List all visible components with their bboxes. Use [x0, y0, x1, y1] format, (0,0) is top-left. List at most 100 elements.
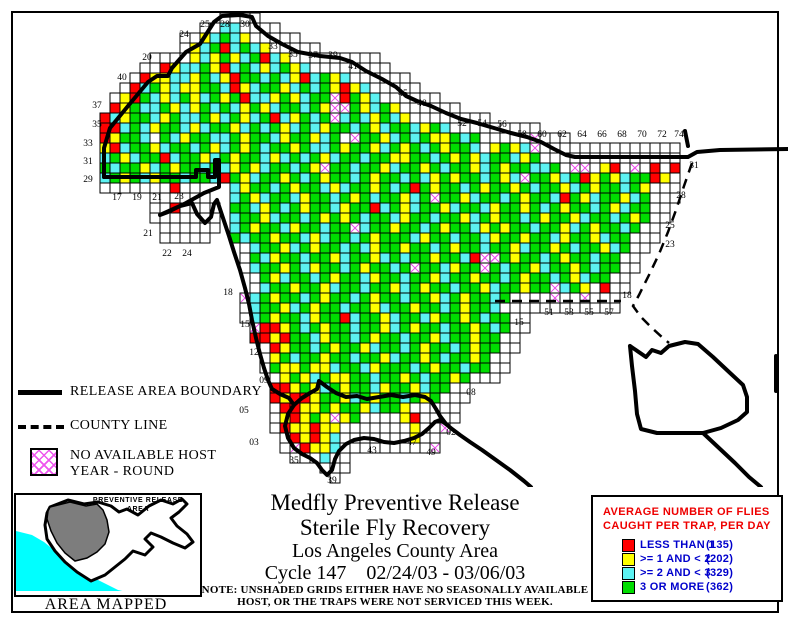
- key-row-nohost: NO AVAILABLE HOST YEAR - ROUND: [14, 448, 264, 482]
- grid-coordinate-label: 43: [367, 446, 377, 456]
- grid-cell: [519, 322, 531, 334]
- key-label: COUNTY LINE: [70, 418, 168, 433]
- grid-coordinate-label: 08: [466, 388, 476, 398]
- grid-cell: [629, 262, 641, 274]
- legend-item-label: >= 2 AND < 3: [640, 567, 711, 579]
- hatch-line: [520, 173, 530, 183]
- grid-coordinate-label: 23: [665, 240, 675, 250]
- grid-coordinate-label: 12: [249, 348, 259, 358]
- grid-coordinate-label: 56: [497, 120, 507, 130]
- grid-coordinate-label: 15: [514, 318, 524, 328]
- hatch-line: [340, 103, 350, 113]
- inset-label-line2: AREA: [126, 506, 150, 513]
- legend-title-line1: AVERAGE NUMBER OF FLIES: [603, 506, 770, 518]
- hatch-line: [480, 253, 490, 263]
- grid-coordinate-label: 05: [239, 406, 249, 416]
- crosshatch-swatch: [30, 448, 58, 476]
- grid-coordinate-label: 18: [622, 291, 632, 301]
- grid-coordinate-label: 74: [674, 130, 684, 140]
- map-title-line1: Medfly Preventive Release: [270, 490, 520, 515]
- inset-caption: AREA MAPPED: [44, 596, 168, 613]
- legend-item-cyan: >= 2 AND < 3 (329): [593, 567, 781, 580]
- grid-coordinate-label: 72: [657, 130, 667, 140]
- hatch-line: [350, 133, 360, 143]
- grid-cell: [499, 362, 511, 374]
- grid-coordinate-label: 31: [83, 157, 93, 167]
- release-area-boundary: [102, 13, 788, 179]
- grid-cell: [509, 342, 521, 354]
- grid-cell: [199, 232, 211, 244]
- legend-item-count: (362): [706, 581, 734, 593]
- grid-coordinate-label: 35: [92, 120, 102, 130]
- grid-coordinate-label: 09: [259, 376, 269, 386]
- grid-coordinate-label: 54: [477, 119, 487, 129]
- grid-coordinate-label: 55: [584, 308, 594, 318]
- title-block: Medfly Preventive Release Sterile Fly Re…: [200, 490, 590, 608]
- grid-coordinate-label: 68: [617, 130, 627, 140]
- legend-item-count: (329): [706, 567, 734, 579]
- county-dashed-layer: [495, 162, 694, 344]
- grid-coordinate-label: 37: [92, 101, 102, 111]
- map-title-line3: Los Angeles County Area: [291, 540, 499, 562]
- grid-coordinate-label: 21: [152, 193, 162, 203]
- legend-title: AVERAGE NUMBER OF FLIES CAUGHT PER TRAP,…: [603, 505, 781, 533]
- grid-coordinate-label: 47: [407, 438, 417, 448]
- key-row-boundary: RELEASE AREA BOUNDARY: [14, 384, 264, 404]
- nohost-line2: YEAR - ROUND: [70, 464, 175, 479]
- hatch-line: [490, 253, 500, 263]
- grid-coordinate-label: 40: [117, 73, 127, 83]
- grid-coordinate-label: 58: [517, 130, 527, 140]
- grid-coordinate-label: 28: [220, 20, 230, 30]
- grid-coordinate-label: 62: [557, 130, 567, 140]
- grid-coordinate-label: 22: [162, 249, 172, 259]
- map-canvas: 20 24 25 28 30 33 35 37 39 41 45 48 52 54 56 58 60 62 64 66…: [83, 12, 788, 487]
- grid-coordinate-label: 60: [537, 130, 547, 140]
- map-title-line2: Sterile Fly Recovery: [299, 515, 491, 540]
- grid-cell: [649, 232, 661, 244]
- grid-coordinate-label: 25: [665, 221, 675, 231]
- release-area-boundary: [628, 340, 749, 435]
- grid-cell: [619, 282, 631, 294]
- key-label: RELEASE AREA BOUNDARY: [70, 384, 262, 399]
- green-swatch: [622, 581, 635, 594]
- map-title-line4: Cycle 147 02/24/03 - 03/06/03: [264, 562, 526, 584]
- grid-coordinate-label: 02: [446, 428, 456, 438]
- hatch-line: [430, 443, 440, 453]
- grid-coordinate-label: 39: [328, 51, 338, 61]
- grid-coordinate-label: 70: [637, 130, 647, 140]
- grid-coordinate-label: 31: [689, 161, 699, 171]
- area-mapped-inset: PREVENTIVE RELEASE AREA: [14, 493, 202, 597]
- yellow-swatch: [622, 553, 635, 566]
- grid-coordinate-label: 15: [240, 320, 250, 330]
- legend-item-count: (202): [706, 553, 734, 565]
- legend-items: LESS THAN 1 (135) >= 1 AND < 2 (202) >= …: [593, 539, 781, 594]
- release-area-boundary: [292, 379, 448, 426]
- solid-line-sample: [18, 390, 62, 395]
- grid-coordinate-label: 23: [174, 192, 184, 202]
- release-area-boundary: [102, 158, 533, 487]
- grid-cell: [339, 462, 351, 474]
- fly-count-legend: AVERAGE NUMBER OF FLIES CAUGHT PER TRAP,…: [591, 495, 783, 602]
- inset-map: [16, 497, 195, 595]
- grid-coordinate-label: 33: [268, 42, 278, 52]
- grid-coordinate-label: 51: [544, 308, 554, 318]
- legend-item-red: LESS THAN 1 (135): [593, 539, 781, 552]
- hatch-line: [570, 163, 580, 173]
- grid-coordinate-label: 48: [417, 99, 427, 109]
- map-note-line1: NOTE: UNSHADED GRIDS EITHER HAVE NO SEAS…: [201, 584, 589, 596]
- hatch-line: [530, 143, 540, 153]
- grid-coordinate-label: 33: [83, 139, 93, 149]
- grid-cell: [659, 212, 671, 224]
- grid-coordinate-label: 41: [348, 62, 358, 72]
- cyan-swatch: [622, 567, 635, 580]
- hatch-line: [480, 263, 490, 273]
- dashed-line-sample: [18, 425, 64, 429]
- grid-coordinate-label: 18: [223, 288, 233, 298]
- hatch-line: [630, 163, 640, 173]
- grid-coordinate-label: 57: [604, 308, 614, 318]
- grid-coordinate-label: 20: [142, 53, 152, 63]
- hatch-line: [330, 103, 340, 113]
- hatch-line: [410, 263, 420, 273]
- page-frame-border: [11, 11, 779, 613]
